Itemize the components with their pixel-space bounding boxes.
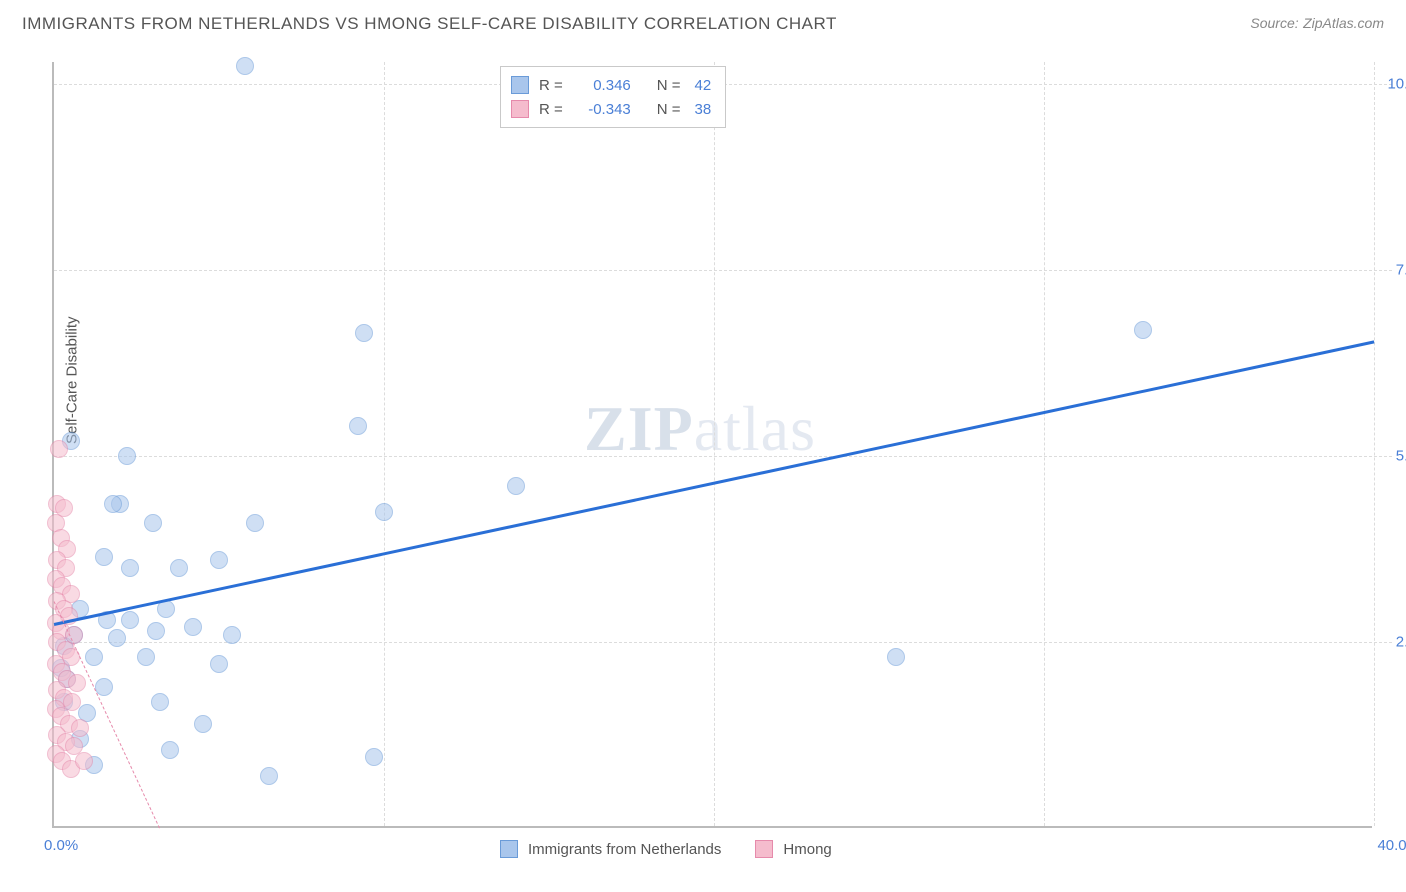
scatter-point [349,417,367,435]
scatter-point [365,748,383,766]
legend-swatch [511,76,529,94]
scatter-point [95,548,113,566]
gridline-h [54,456,1392,457]
x-tick-label: 40.0% [1377,837,1406,854]
gridline-v [714,62,715,826]
watermark-bold: ZIP [584,393,694,464]
scatter-point [355,324,373,342]
scatter-point [121,611,139,629]
scatter-point [246,514,264,532]
gridline-h [54,270,1392,271]
source: Source: ZipAtlas.com [1250,15,1384,33]
legend-swatch [755,840,773,858]
legend-series-label: Immigrants from Netherlands [528,841,721,858]
legend-r-label: R = [539,77,563,94]
gridline-h [54,642,1392,643]
legend-n-label: N = [657,101,681,118]
source-label: Source: [1250,15,1298,31]
plot-area: Self-Care Disability ZIPatlas 2.5%5.0%7.… [52,62,1372,828]
y-axis-label: Self-Care Disability [64,316,81,444]
title-bar: IMMIGRANTS FROM NETHERLANDS VS HMONG SEL… [22,14,1384,34]
legend-row: R = 0.346 N = 42 [511,73,711,97]
scatter-point [260,767,278,785]
scatter-point [1134,321,1152,339]
y-tick-label: 7.5% [1396,262,1406,279]
scatter-point [236,57,254,75]
scatter-point [507,477,525,495]
scatter-point [147,622,165,640]
legend-swatch [500,840,518,858]
series-legend: Immigrants from Netherlands Hmong [500,840,856,858]
y-tick-label: 5.0% [1396,448,1406,465]
watermark-rest: atlas [694,393,816,464]
legend-r-value: 0.346 [577,77,631,94]
y-tick-label: 2.5% [1396,634,1406,651]
scatter-point [210,655,228,673]
watermark: ZIPatlas [584,392,816,466]
gridline-v [1044,62,1045,826]
legend-series-label: Hmong [783,841,831,858]
scatter-point [184,618,202,636]
scatter-point [223,626,241,644]
scatter-point [108,629,126,647]
scatter-point [50,440,68,458]
legend-r-label: R = [539,101,563,118]
scatter-point [151,693,169,711]
source-value: ZipAtlas.com [1303,15,1384,31]
scatter-point [144,514,162,532]
legend-r-value: -0.343 [577,101,631,118]
scatter-point [63,693,81,711]
chart-title: IMMIGRANTS FROM NETHERLANDS VS HMONG SEL… [22,14,837,34]
scatter-point [170,559,188,577]
scatter-point [68,674,86,692]
scatter-point [71,719,89,737]
gridline-v [1374,62,1375,826]
scatter-point [121,559,139,577]
scatter-point [75,752,93,770]
scatter-point [137,648,155,666]
scatter-point [118,447,136,465]
gridline-v [384,62,385,826]
scatter-point [85,648,103,666]
legend-row: R = -0.343 N = 38 [511,97,711,121]
scatter-point [375,503,393,521]
scatter-point [104,495,122,513]
correlation-legend: R = 0.346 N = 42 R = -0.343 N = 38 [500,66,726,128]
scatter-point [161,741,179,759]
legend-n-value: 42 [695,77,712,94]
legend-n-value: 38 [695,101,712,118]
legend-n-label: N = [657,77,681,94]
legend-swatch [511,100,529,118]
scatter-point [194,715,212,733]
x-tick-label: 0.0% [44,837,78,854]
scatter-point [210,551,228,569]
y-tick-label: 10.0% [1387,76,1406,93]
scatter-point [887,648,905,666]
